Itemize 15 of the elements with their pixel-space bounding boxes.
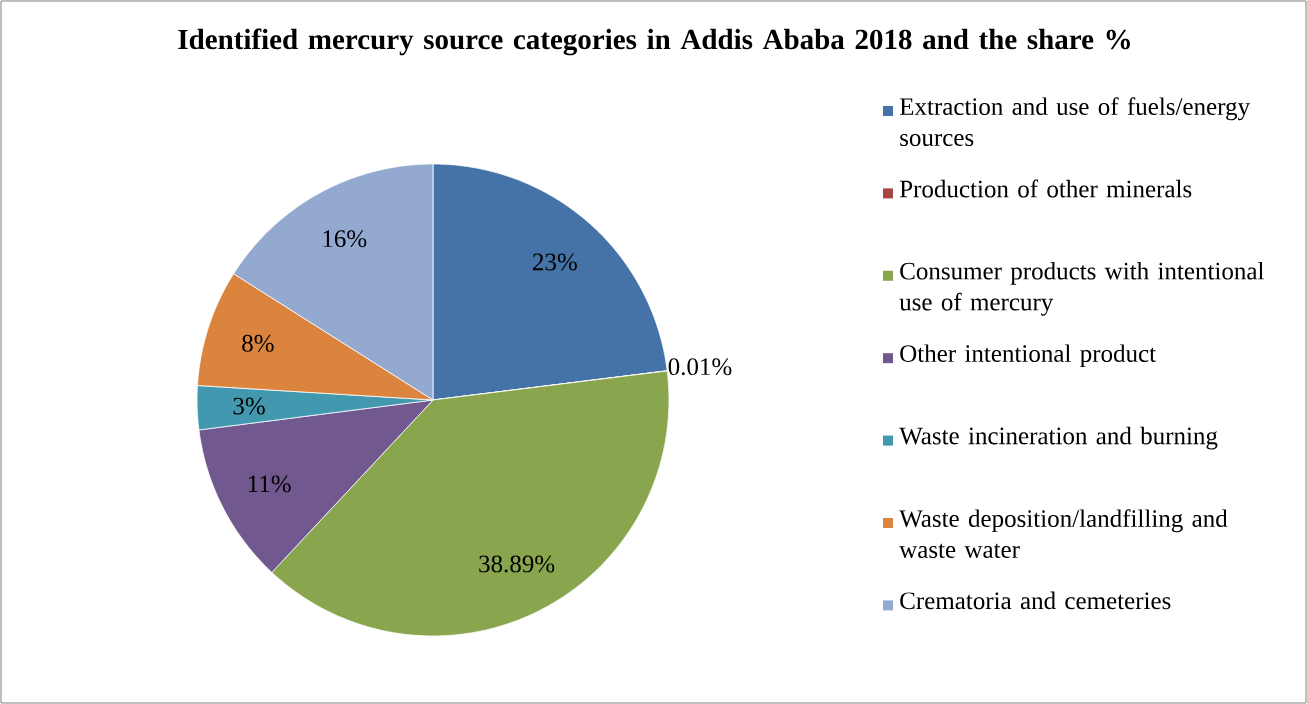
legend-label: Waste deposition/landfilling and waste water: [899, 509, 1228, 559]
chart-title: Identified mercury source categories in Addis Ababa 2018 and the share %: [178, 28, 1130, 56]
legend-label: Crematoria and cemeteries: [900, 591, 1171, 610]
data-label: 0.01%: [668, 358, 732, 376]
data-label: 11%: [248, 475, 291, 493]
data-label: 16%: [323, 230, 367, 248]
legend-label: Other intentional product: [900, 344, 1156, 368]
data-label: 3%: [233, 397, 265, 415]
legend-label: Production of other minerals: [899, 179, 1192, 198]
legend-label: Extraction and use of fuels/energy sources: [899, 97, 1250, 147]
data-label: 23%: [533, 253, 577, 271]
data-label: 38.89%: [479, 555, 555, 573]
legend-label: Waste incineration and burning: [899, 426, 1218, 450]
legend-label: Consumer products with intentional use of mercury: [899, 261, 1264, 316]
data-label: 8%: [242, 334, 274, 352]
